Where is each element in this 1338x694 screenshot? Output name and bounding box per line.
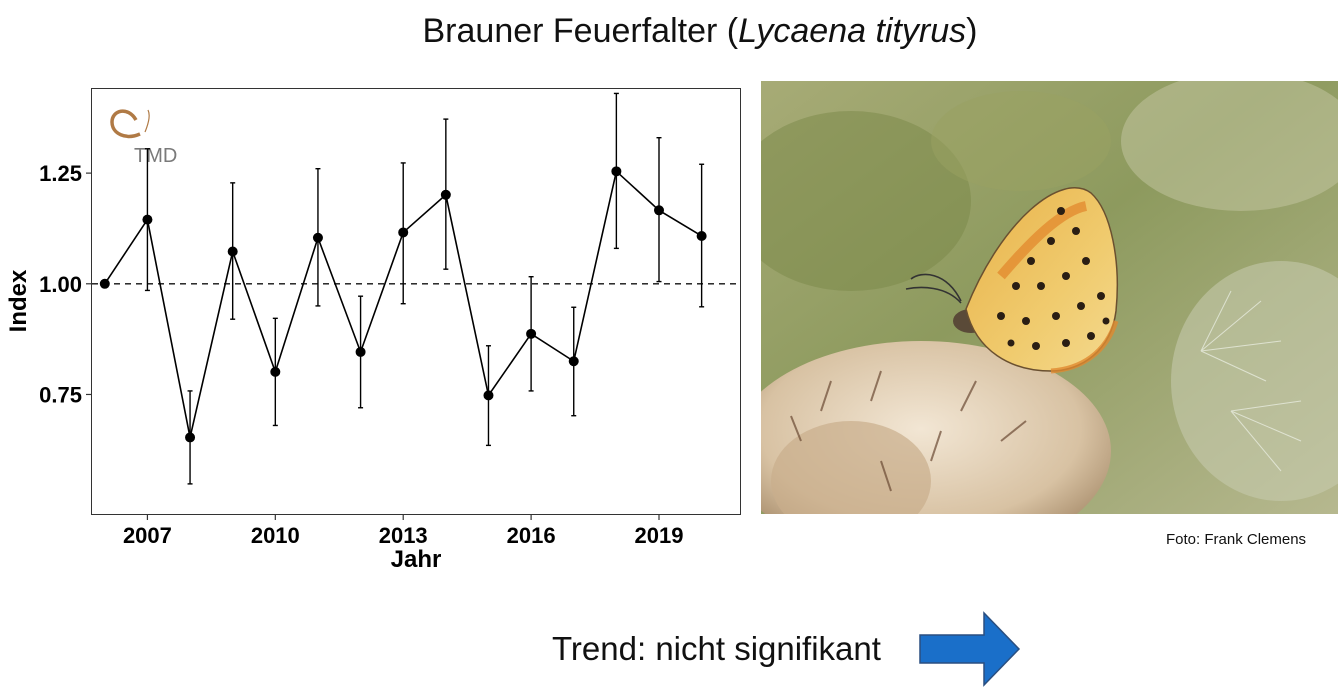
data-point	[526, 328, 537, 339]
data-point	[142, 214, 153, 225]
title-paren-close: )	[966, 12, 978, 50]
data-point	[483, 390, 494, 401]
y-tick-label: 0.75	[39, 382, 82, 407]
data-point	[270, 366, 281, 377]
data-point	[185, 432, 196, 443]
plot-panel	[91, 88, 741, 515]
data-point	[654, 205, 664, 216]
index-chart: TMD 2007 2010 2013 2016 2019 0.75 1.00 1.25 Jah…	[5, 88, 741, 573]
x-tick-label: 2016	[507, 523, 556, 548]
thistle-seed-fluff	[1200, 290, 1302, 472]
title-latin-name: Lycaena tityrus	[738, 12, 967, 50]
x-axis-title: Jahr	[391, 546, 442, 573]
y-tick-label: 1.00	[39, 272, 82, 297]
photo-credit: Foto: Frank Clemens	[1166, 531, 1307, 548]
trend-arrow-right-icon	[919, 611, 1021, 687]
x-tick-label: 2007	[123, 523, 172, 548]
data-point	[227, 246, 238, 257]
butterfly	[905, 187, 1119, 374]
data-point	[99, 278, 110, 289]
x-tick-label: 2019	[635, 523, 684, 548]
x-tick-label: 2010	[251, 523, 300, 548]
data-point	[355, 346, 366, 357]
butterfly-photo-image	[761, 81, 1338, 514]
y-tick-label: 1.25	[39, 161, 82, 186]
data-point	[398, 227, 409, 238]
data-point	[312, 232, 323, 243]
tmd-logo: TMD	[110, 109, 177, 167]
butterfly-photo	[761, 81, 1338, 514]
x-tick-label: 2013	[379, 523, 428, 548]
data-point	[611, 166, 622, 177]
tmd-logo-antenna	[144, 109, 150, 133]
title-paren-open: (	[726, 12, 739, 50]
trend-label: Trend: nicht signifikant	[552, 630, 881, 667]
data-point	[696, 230, 707, 241]
figure-title: Brauner Feuerfalter (Lycaena tityrus)	[0, 12, 1338, 51]
data-point	[440, 189, 451, 200]
title-common-name: Brauner Feuerfalter	[422, 12, 718, 50]
data-point	[568, 356, 579, 367]
tmd-logo-text: TMD	[134, 145, 177, 167]
y-axis-title: Index	[5, 269, 32, 332]
tmd-logo-butterfly-icon	[110, 109, 141, 139]
